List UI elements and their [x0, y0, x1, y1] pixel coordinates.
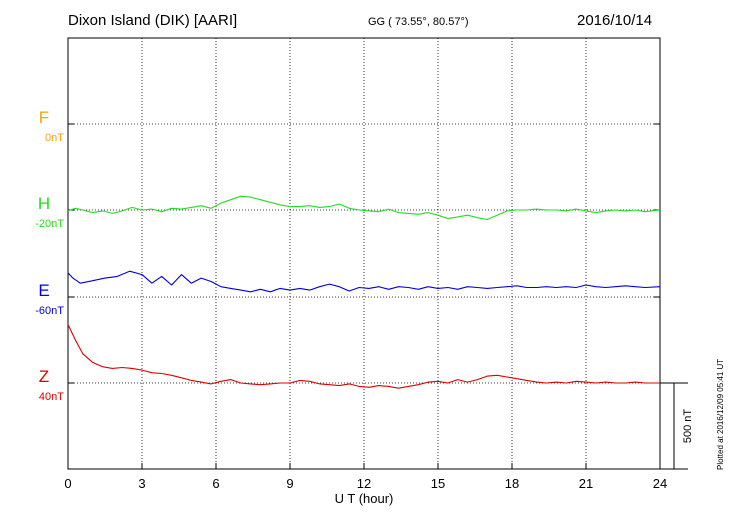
x-tick-label: 3 — [138, 476, 145, 491]
plotted-timestamp: Plotted at 2016/12/09 05:41 UT — [716, 358, 725, 470]
series-lines — [67, 195, 661, 389]
series-offset-f: 0nT — [45, 132, 64, 144]
x-tick-label: 15 — [431, 476, 445, 491]
x-tick-label: 24 — [653, 476, 667, 491]
series-name-h: H — [38, 194, 50, 213]
x-tick-label: 0 — [64, 476, 71, 491]
series-line-z — [67, 324, 660, 389]
x-tick-label: 9 — [286, 476, 293, 491]
series-line-e — [67, 270, 661, 293]
grid-lines — [68, 38, 660, 469]
series-name-f: F — [39, 108, 49, 127]
series-labels: F 0nT H -20nT E -60nT Z 40nT — [35, 108, 64, 403]
series-line-h — [67, 195, 661, 221]
x-axis: 0 3 6 9 12 15 18 21 24 — [64, 123, 667, 491]
series-name-e: E — [38, 281, 49, 300]
series-offset-z: 40nT — [39, 391, 64, 403]
station-coords: GG ( 73.55°, 80.57°) — [368, 16, 469, 28]
x-tick-label: 18 — [505, 476, 519, 491]
x-axis-label: U T (hour) — [335, 491, 394, 506]
x-tick-label: 12 — [357, 476, 371, 491]
x-tick-label: 6 — [212, 476, 219, 491]
chart-date: 2016/10/14 — [577, 12, 653, 29]
scale-bar-label: 500 nT — [682, 409, 694, 444]
station-title: Dixon Island (DIK) [AARI] — [68, 12, 238, 29]
series-offset-h: -20nT — [35, 218, 64, 230]
x-tick-label: 21 — [579, 476, 593, 491]
scale-bar: 500 nT — [660, 382, 694, 470]
series-offset-e: -60nT — [35, 305, 64, 317]
series-name-z: Z — [39, 367, 49, 386]
